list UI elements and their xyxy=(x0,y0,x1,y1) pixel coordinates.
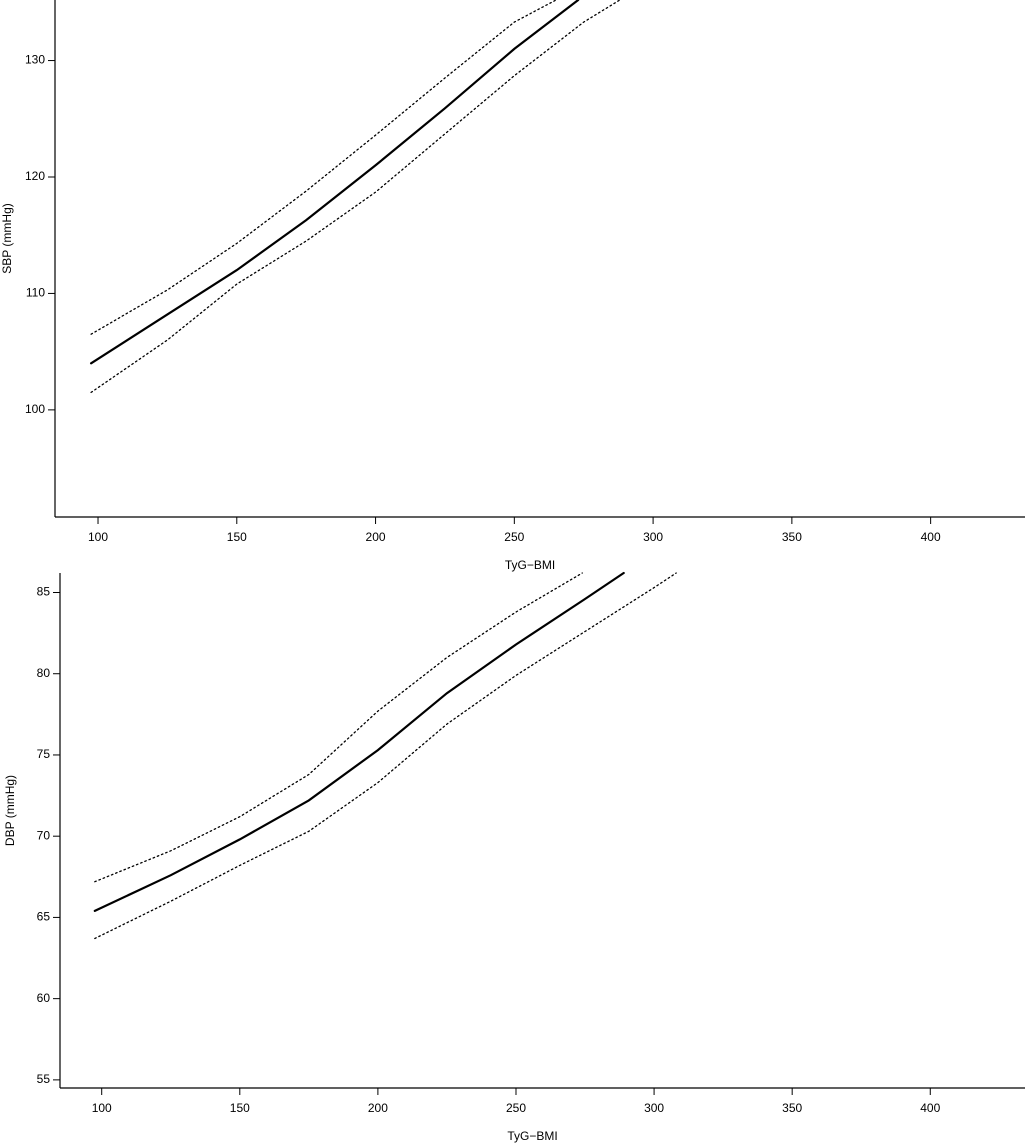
y-tick-label: 85 xyxy=(37,585,51,599)
x-tick-label: 100 xyxy=(88,530,108,544)
y-tick-label: 100 xyxy=(25,402,45,416)
y-tick-label: 60 xyxy=(37,991,51,1005)
x-tick-label: 150 xyxy=(227,530,247,544)
x-tick-label: 350 xyxy=(782,1101,802,1115)
x-tick-label: 250 xyxy=(506,1101,526,1115)
x-tick-label: 100 xyxy=(92,1101,112,1115)
x-axis-label: TyG−BMI xyxy=(507,1129,557,1143)
y-tick-label: 130 xyxy=(25,53,45,67)
x-tick-label: 250 xyxy=(504,530,524,544)
x-tick-label: 150 xyxy=(230,1101,250,1115)
y-tick-label: 75 xyxy=(37,747,51,761)
x-tick-label: 200 xyxy=(368,1101,388,1115)
x-tick-label: 300 xyxy=(643,530,663,544)
x-tick-label: 400 xyxy=(921,530,941,544)
y-axis-label: DBP (mmHg) xyxy=(3,775,17,846)
x-tick-label: 200 xyxy=(366,530,386,544)
y-axis-label: SBP (mmHg) xyxy=(0,203,14,273)
y-tick-label: 55 xyxy=(37,1072,51,1086)
line-series xyxy=(90,0,621,394)
x-tick-label: 350 xyxy=(782,530,802,544)
line-series xyxy=(90,0,580,365)
y-tick-label: 80 xyxy=(37,666,51,680)
x-tick-label: 300 xyxy=(644,1101,664,1115)
x-tick-label: 400 xyxy=(920,1101,940,1115)
y-tick-label: 120 xyxy=(25,169,45,183)
line-series xyxy=(93,571,625,912)
line-series xyxy=(90,0,557,335)
line-series xyxy=(94,572,583,883)
line-series xyxy=(94,572,677,940)
y-tick-label: 70 xyxy=(37,828,51,842)
y-tick-label: 110 xyxy=(26,286,45,300)
y-tick-label: 65 xyxy=(37,910,51,924)
x-axis-label: TyG−BMI xyxy=(505,558,555,572)
